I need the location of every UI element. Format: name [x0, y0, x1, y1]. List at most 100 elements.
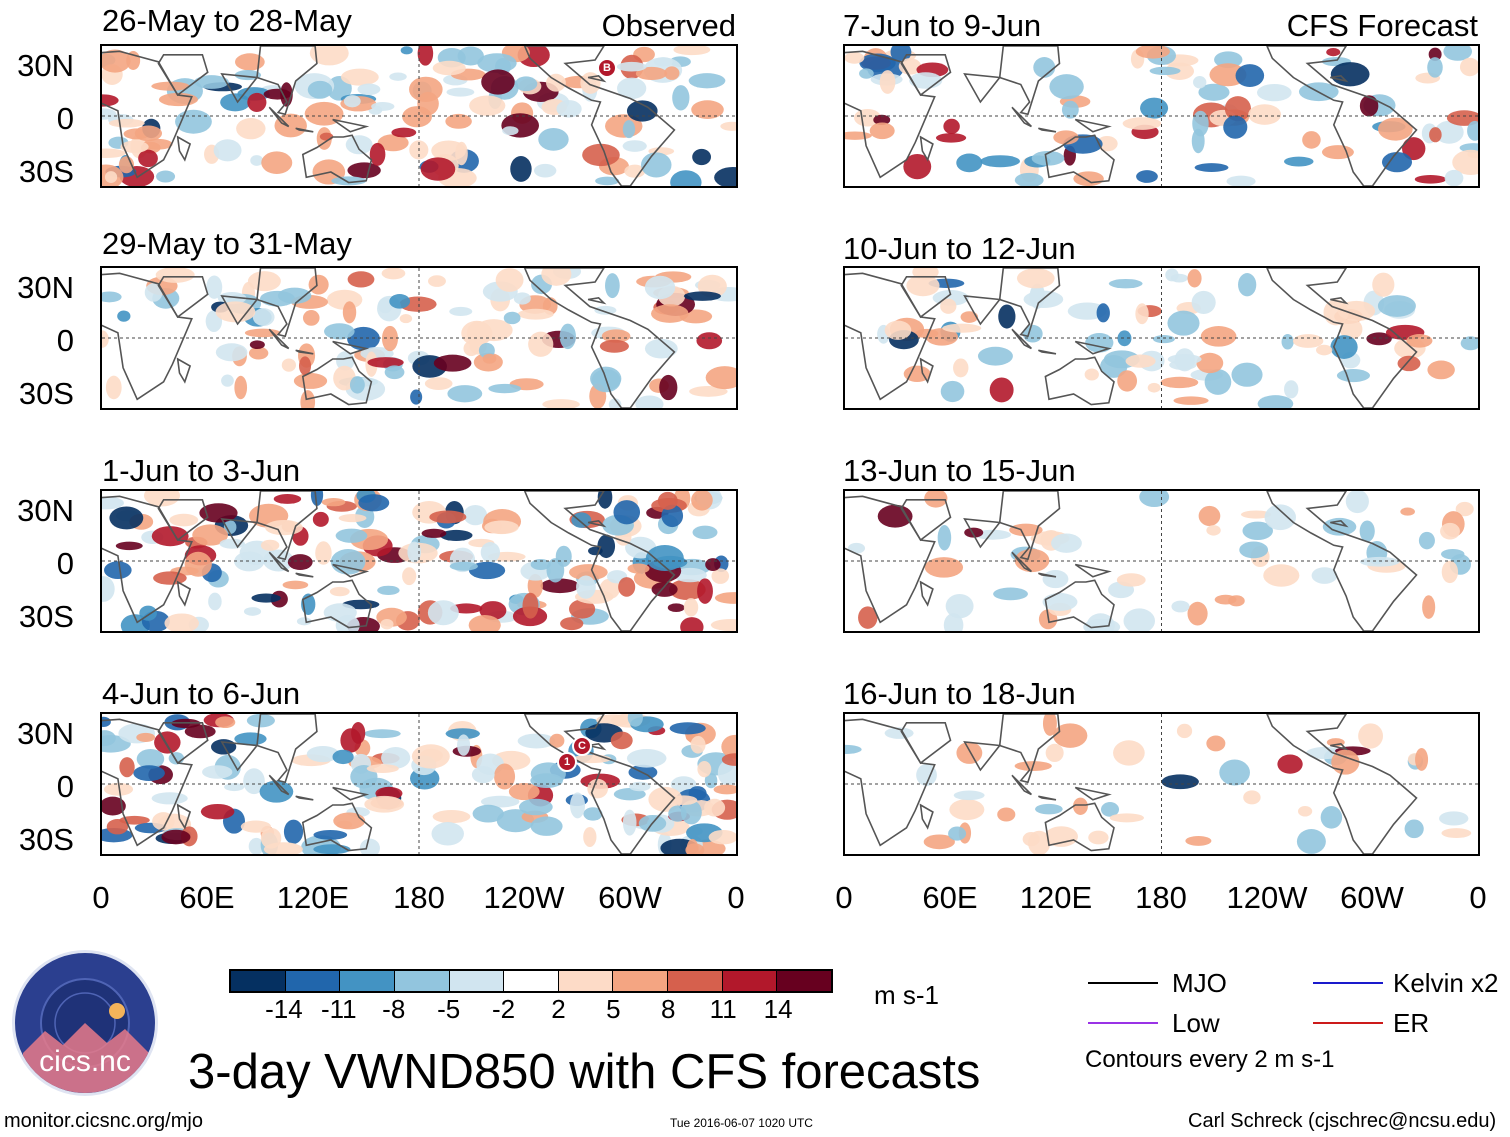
anomaly-blob — [369, 142, 386, 166]
coastline — [295, 127, 314, 133]
anomaly-blob — [705, 366, 736, 390]
anomaly-blob — [1136, 170, 1158, 183]
lon-label-0: 0 — [835, 880, 853, 915]
anomaly-blob — [935, 133, 967, 143]
coastline — [301, 802, 373, 852]
legend-line-kelvin — [1313, 982, 1383, 984]
anomaly-blob — [673, 567, 707, 583]
coastline — [1011, 328, 1032, 350]
coastline — [102, 718, 193, 847]
anomaly-blob — [549, 733, 565, 748]
anomaly-blob — [371, 102, 395, 111]
anomaly-blob — [1033, 57, 1056, 78]
legend-label-mjo: MJO — [1172, 968, 1227, 998]
anomaly-blob — [1428, 47, 1442, 61]
anomaly-blob — [869, 122, 895, 140]
anomaly-blob — [202, 765, 233, 779]
anomaly-blob — [477, 53, 517, 73]
lat-label-30n: 30N — [17, 48, 74, 83]
anomaly-blob — [1125, 354, 1156, 368]
anomaly-blob — [1161, 774, 1199, 790]
anomaly-blob — [664, 66, 680, 80]
anomaly-blob — [1459, 57, 1478, 77]
anomaly-blob — [648, 786, 683, 812]
anomaly-blob — [455, 141, 468, 166]
anomaly-blob — [249, 340, 265, 350]
coastline — [587, 74, 607, 83]
anomaly-blob — [1219, 759, 1250, 786]
anomaly-blob — [508, 782, 540, 801]
anomaly-blob — [277, 287, 312, 304]
anomaly-blob — [417, 91, 439, 116]
map-field — [102, 46, 736, 186]
anomaly-blob — [1187, 601, 1208, 626]
coastline — [1044, 356, 1115, 406]
anomaly-blob — [221, 374, 234, 387]
anomaly-blob — [308, 274, 329, 295]
anomaly-blob — [184, 724, 216, 739]
coastline — [919, 803, 934, 830]
anomaly-blob — [541, 268, 572, 286]
anomaly-blob — [144, 283, 163, 302]
coastline — [998, 491, 1061, 561]
coastline — [102, 50, 193, 179]
anomaly-blob — [154, 731, 181, 754]
anomaly-blob — [670, 170, 702, 186]
anomaly-blob — [439, 529, 473, 541]
anomaly-blob — [534, 163, 557, 178]
anomaly-blob — [697, 578, 713, 604]
coastline — [1266, 46, 1418, 186]
anomaly-blob — [1311, 567, 1338, 584]
anomaly-blob — [381, 325, 399, 352]
anomaly-blob — [1238, 273, 1257, 297]
anomaly-blob — [381, 746, 411, 769]
anomaly-blob — [1096, 135, 1118, 152]
anomaly-blob — [518, 798, 553, 816]
anomaly-blob — [1016, 268, 1055, 289]
anomaly-blob — [1443, 46, 1473, 61]
anomaly-blob — [445, 728, 480, 740]
anomaly-blob — [1302, 131, 1321, 149]
coastline — [268, 774, 290, 796]
coastline — [157, 722, 209, 765]
map-panel-obs-4 — [100, 712, 738, 856]
footer-author: Carl Schreck (cjschrec@ncsu.edu) — [1188, 1110, 1497, 1132]
anomaly-blob — [1402, 137, 1426, 161]
anomaly-blob — [670, 776, 697, 793]
anomaly-blob — [1108, 278, 1143, 289]
anomaly-blob — [884, 727, 914, 739]
coastline — [332, 786, 370, 801]
lat-label-30n: 30N — [17, 716, 74, 751]
anomaly-blob — [522, 592, 539, 619]
lon-label-60e: 60E — [922, 880, 978, 915]
colorbar-swatch — [557, 971, 613, 991]
anomaly-blob — [683, 598, 699, 617]
anomaly-blob — [914, 328, 939, 339]
anomaly-blob — [513, 292, 531, 305]
anomaly-blob — [463, 504, 488, 526]
anomaly-blob — [299, 356, 312, 376]
anomaly-blob — [296, 617, 312, 626]
anomaly-blob — [1263, 564, 1300, 587]
anomaly-blob — [1248, 104, 1282, 125]
lon-label-120w: 120W — [1226, 880, 1308, 915]
coastline — [268, 106, 290, 128]
anomaly-blob — [481, 69, 515, 95]
anomaly-blob — [556, 100, 582, 118]
anomaly-blob — [924, 557, 964, 578]
anomaly-blob — [310, 491, 324, 507]
anomaly-blob — [429, 510, 467, 524]
anomaly-blob — [1264, 504, 1297, 531]
anomaly-blob — [102, 496, 125, 510]
coastline — [1074, 118, 1112, 133]
anomaly-blob — [651, 304, 689, 323]
anomaly-blob — [1051, 533, 1082, 553]
footer-url[interactable]: monitor.cicsnc.org/mjo — [4, 1110, 203, 1132]
colorbar-tick-label: -5 — [437, 994, 461, 1024]
anomaly-blob — [1117, 370, 1138, 392]
anomaly-blob — [1284, 380, 1299, 399]
lat-label-eq: 0 — [56, 101, 74, 136]
anomaly-blob — [1198, 83, 1230, 101]
coastline — [157, 499, 209, 542]
anomaly-blob — [102, 94, 119, 107]
